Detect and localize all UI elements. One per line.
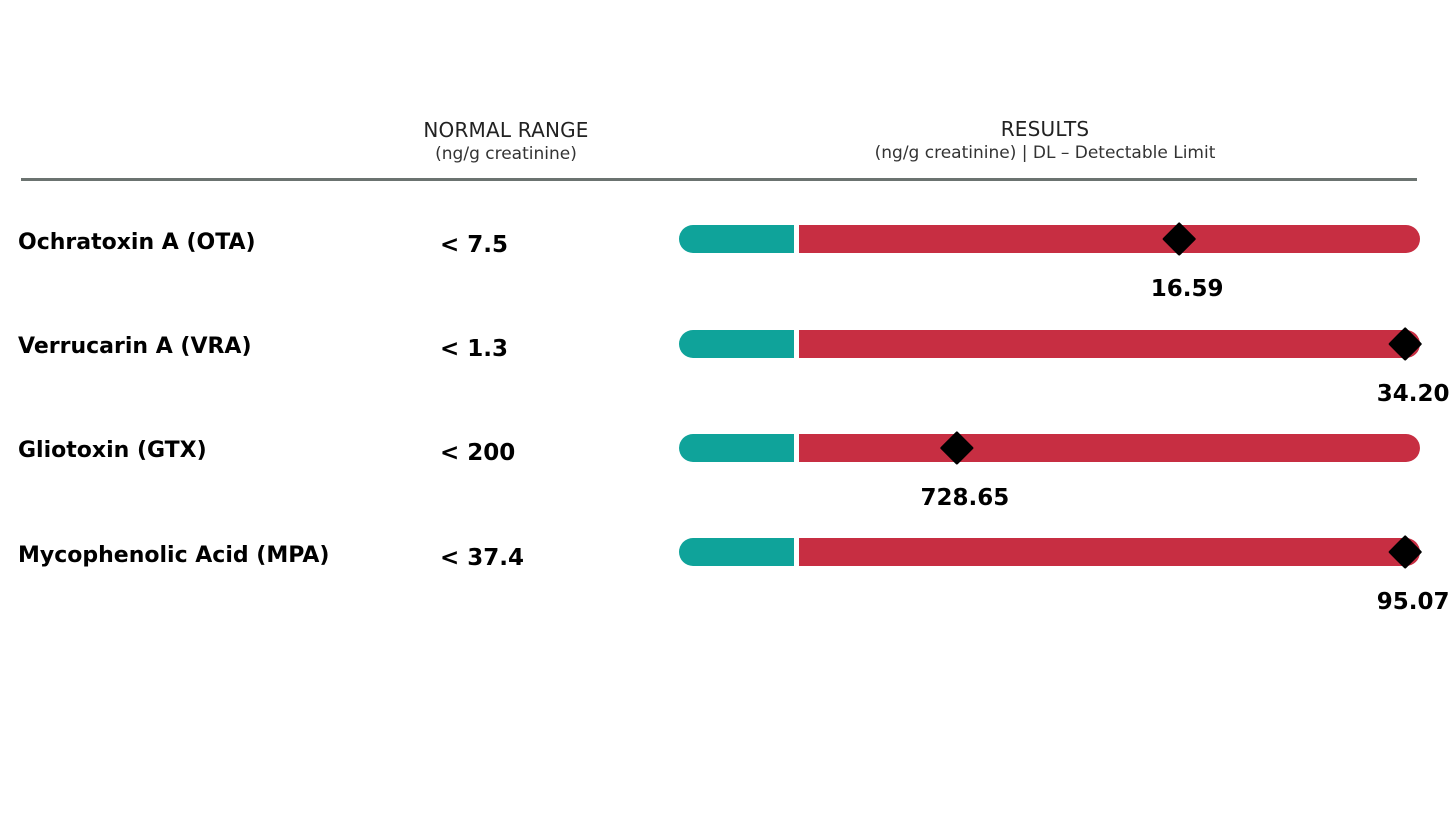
results-header: RESULTS (ng/g creatinine) | DL – Detecta… [780, 117, 1310, 165]
normal-range-title: NORMAL RANGE [423, 118, 589, 142]
normal-range-value: < 200 [440, 440, 516, 466]
result-value-label: 34.20 [1377, 381, 1450, 407]
toxin-name: Verrucarin A (VRA) [18, 334, 252, 359]
result-value-label: 95.07 [1377, 589, 1450, 615]
elevated-range-segment [799, 538, 1420, 566]
toxin-name: Gliotoxin (GTX) [18, 438, 207, 463]
normal-range-unit: (ng/g creatinine) [435, 144, 577, 164]
normal-range-value: < 7.5 [440, 232, 509, 258]
elevated-range-segment [799, 225, 1420, 253]
normal-range-value: < 37.4 [440, 545, 525, 571]
elevated-range-segment [799, 330, 1420, 358]
result-marker [1162, 222, 1196, 256]
header-divider [21, 178, 1417, 181]
normal-range-segment [679, 330, 794, 358]
result-value-label: 16.59 [1151, 276, 1224, 302]
normal-range-segment [679, 225, 794, 253]
normal-range-segment [679, 434, 794, 462]
result-value-label: 728.65 [920, 485, 1009, 511]
results-title: RESULTS [1000, 117, 1090, 141]
results-unit: (ng/g creatinine) | DL – Detectable Limi… [874, 143, 1216, 163]
result-marker [1388, 327, 1422, 361]
normal-range-segment [679, 538, 794, 566]
result-marker [1388, 535, 1422, 569]
toxin-name: Mycophenolic Acid (MPA) [18, 543, 330, 568]
toxin-name: Ochratoxin A (OTA) [18, 230, 256, 255]
elevated-range-segment [799, 434, 1420, 462]
result-marker [940, 431, 974, 465]
normal-range-value: < 1.3 [440, 336, 509, 362]
normal-range-header: NORMAL RANGE (ng/g creatinine) [380, 118, 632, 166]
